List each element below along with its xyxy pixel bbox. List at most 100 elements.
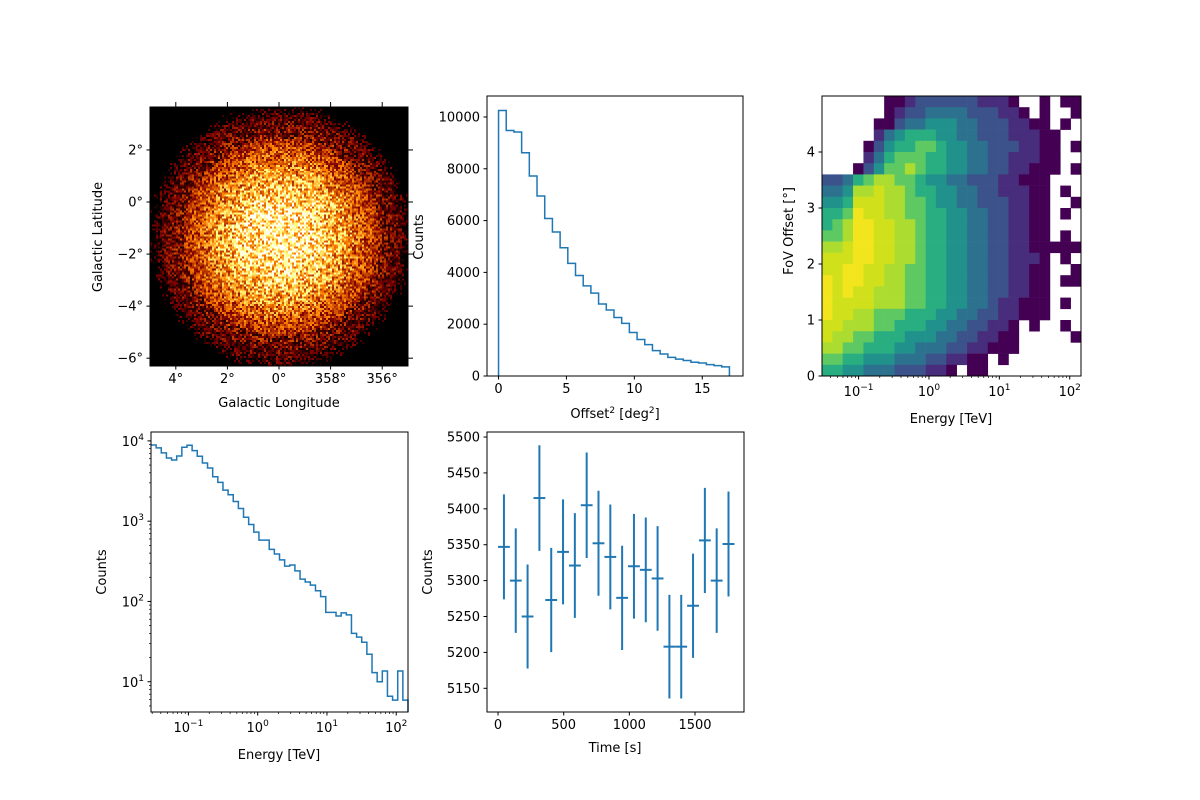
- fov-heatmap-cell: [884, 163, 895, 175]
- fov-heatmap-cell: [987, 152, 999, 164]
- fov-heatmap-cell: [894, 275, 906, 287]
- fov-heatmap-cell: [946, 140, 957, 153]
- tick-exponent: 1: [332, 719, 338, 729]
- fov-heatmap-cell: [1029, 230, 1040, 242]
- fov-heatmap-cell: [956, 152, 968, 164]
- fov-heatmap-cell: [1039, 286, 1051, 298]
- fov-heatmap-cell: [925, 320, 937, 332]
- fov-heatmap-cell: [1018, 185, 1030, 198]
- fov-heatmap-cell: [915, 275, 926, 287]
- fov-heatmap-cell: [853, 342, 864, 354]
- fov-heatmap-cell: [935, 118, 947, 130]
- fov-heatmap-cell: [915, 252, 926, 265]
- energy-histogram-bin: [208, 468, 213, 712]
- fov-heatmap-cell: [956, 107, 968, 119]
- fov-ytick-label: 4: [807, 146, 815, 161]
- fov-heatmap-cell: [967, 174, 978, 186]
- fov-heatmap-cell: [1039, 174, 1051, 186]
- offset-ytick-label: 8000: [447, 162, 480, 177]
- fov-heatmap-cell: [987, 241, 999, 254]
- fov-heatmap-cell: [925, 252, 937, 265]
- fov-heatmap-cell: [904, 174, 916, 186]
- fov-heatmap-cell: [987, 107, 999, 119]
- fov-heatmap-cell: [915, 219, 926, 231]
- fov-heatmap-cell: [967, 297, 978, 310]
- lightcurve-point: [639, 517, 652, 623]
- fov-heatmap-cell: [873, 331, 885, 343]
- fov-heatmap-cell: [822, 320, 833, 332]
- fov-heatmap-cell: [1039, 140, 1051, 153]
- fov-heatmap-cell: [977, 252, 989, 265]
- fov-heatmap-cell: [925, 219, 937, 231]
- fov-xtick-label: 10−1: [844, 383, 874, 400]
- fov-heatmap-cell: [1039, 163, 1051, 175]
- fov-heatmap-cell: [832, 331, 844, 343]
- fov-heatmap-cell: [822, 297, 833, 310]
- skymap-xtick-label: 356°: [367, 372, 398, 387]
- fov-heatmap-cell: [863, 320, 875, 332]
- fov-heatmap-cell: [998, 264, 1009, 276]
- fov-heatmap-cell: [894, 342, 906, 354]
- fov-heatmap-cell: [832, 286, 844, 298]
- energy-xtick-label: 10−1: [173, 719, 203, 736]
- lightcurve-point: [533, 445, 546, 551]
- fov-heatmap-cell: [915, 331, 926, 343]
- tick-base: 10: [844, 385, 861, 400]
- offset-histogram-bin: [629, 332, 637, 376]
- fov-heatmap-cell: [842, 331, 854, 343]
- fov-heatmap-cell: [904, 219, 916, 231]
- fov-heatmap-cell: [987, 96, 999, 108]
- energy-histogram-bin: [403, 700, 408, 712]
- fov-heatmap-cell: [863, 252, 875, 265]
- fov-heatmap-cell: [1039, 219, 1051, 231]
- fov-heatmap-cell: [822, 353, 833, 366]
- energy-histogram-bin: [249, 524, 254, 712]
- fov-heatmap-cell: [884, 208, 895, 220]
- lightcurve-point: [498, 494, 510, 600]
- fov-heatmap-cell: [977, 140, 989, 153]
- fov-heatmap-cell: [967, 152, 978, 164]
- fov-heatmap-cell: [894, 219, 906, 231]
- energy-histogram-bin: [218, 482, 223, 712]
- fov-heatmap-cell: [915, 185, 926, 198]
- lightcurve-xtick-label: 1500: [678, 718, 711, 733]
- fov-heatmap-cell: [842, 185, 854, 198]
- fov-heatmap-cell: [915, 230, 926, 242]
- lightcurve-point: [557, 499, 569, 605]
- fov-heatmap-cell: [884, 129, 895, 142]
- fov-heatmap-cell: [853, 275, 864, 287]
- fov-heatmap-cell: [998, 286, 1009, 298]
- fov-heatmap-cell: [1060, 241, 1071, 254]
- fov-heatmap-cell: [956, 163, 968, 175]
- fov-heatmap-cell: [1029, 129, 1040, 142]
- fov-heatmap-cell: [884, 353, 895, 366]
- tick-base: 10: [1059, 385, 1076, 400]
- fov-heatmap-cell: [935, 129, 947, 142]
- fov-heatmap-cell: [1008, 163, 1020, 175]
- fov-heatmap-cell: [904, 252, 916, 265]
- fov-heatmap-cell: [935, 252, 947, 265]
- fov-heatmap-cell: [1049, 129, 1061, 142]
- fov-heatmap-cell: [935, 152, 947, 164]
- offset-histogram-bin: [668, 357, 676, 376]
- skymap-xtick-label: 2°: [220, 372, 235, 387]
- fov-heatmap-cell: [832, 219, 844, 231]
- fov-heatmap-cell: [842, 286, 854, 298]
- fov-heatmap-cell: [894, 308, 906, 321]
- fov-heatmap-cell: [1039, 308, 1051, 321]
- fov-heatmap-cell: [1029, 208, 1040, 220]
- fov-ylabel: FoV Offset [°]: [782, 187, 797, 275]
- fov-heatmap-cell: [925, 118, 937, 130]
- fov-heatmap-cell: [832, 174, 844, 186]
- lightcurve-point: [580, 452, 593, 559]
- fov-heatmap-cell: [998, 353, 1009, 366]
- fov-heatmap-cell: [1008, 140, 1020, 153]
- fov-heatmap-cell: [1039, 275, 1051, 287]
- fov-heatmap-cell: [853, 241, 864, 254]
- fov-heatmap-cell: [956, 264, 968, 276]
- fov-heatmap-cell: [925, 286, 937, 298]
- fov-heatmap-cell: [863, 297, 875, 310]
- lightcurve-point: [568, 513, 581, 618]
- fov-heatmap-cell: [894, 230, 906, 242]
